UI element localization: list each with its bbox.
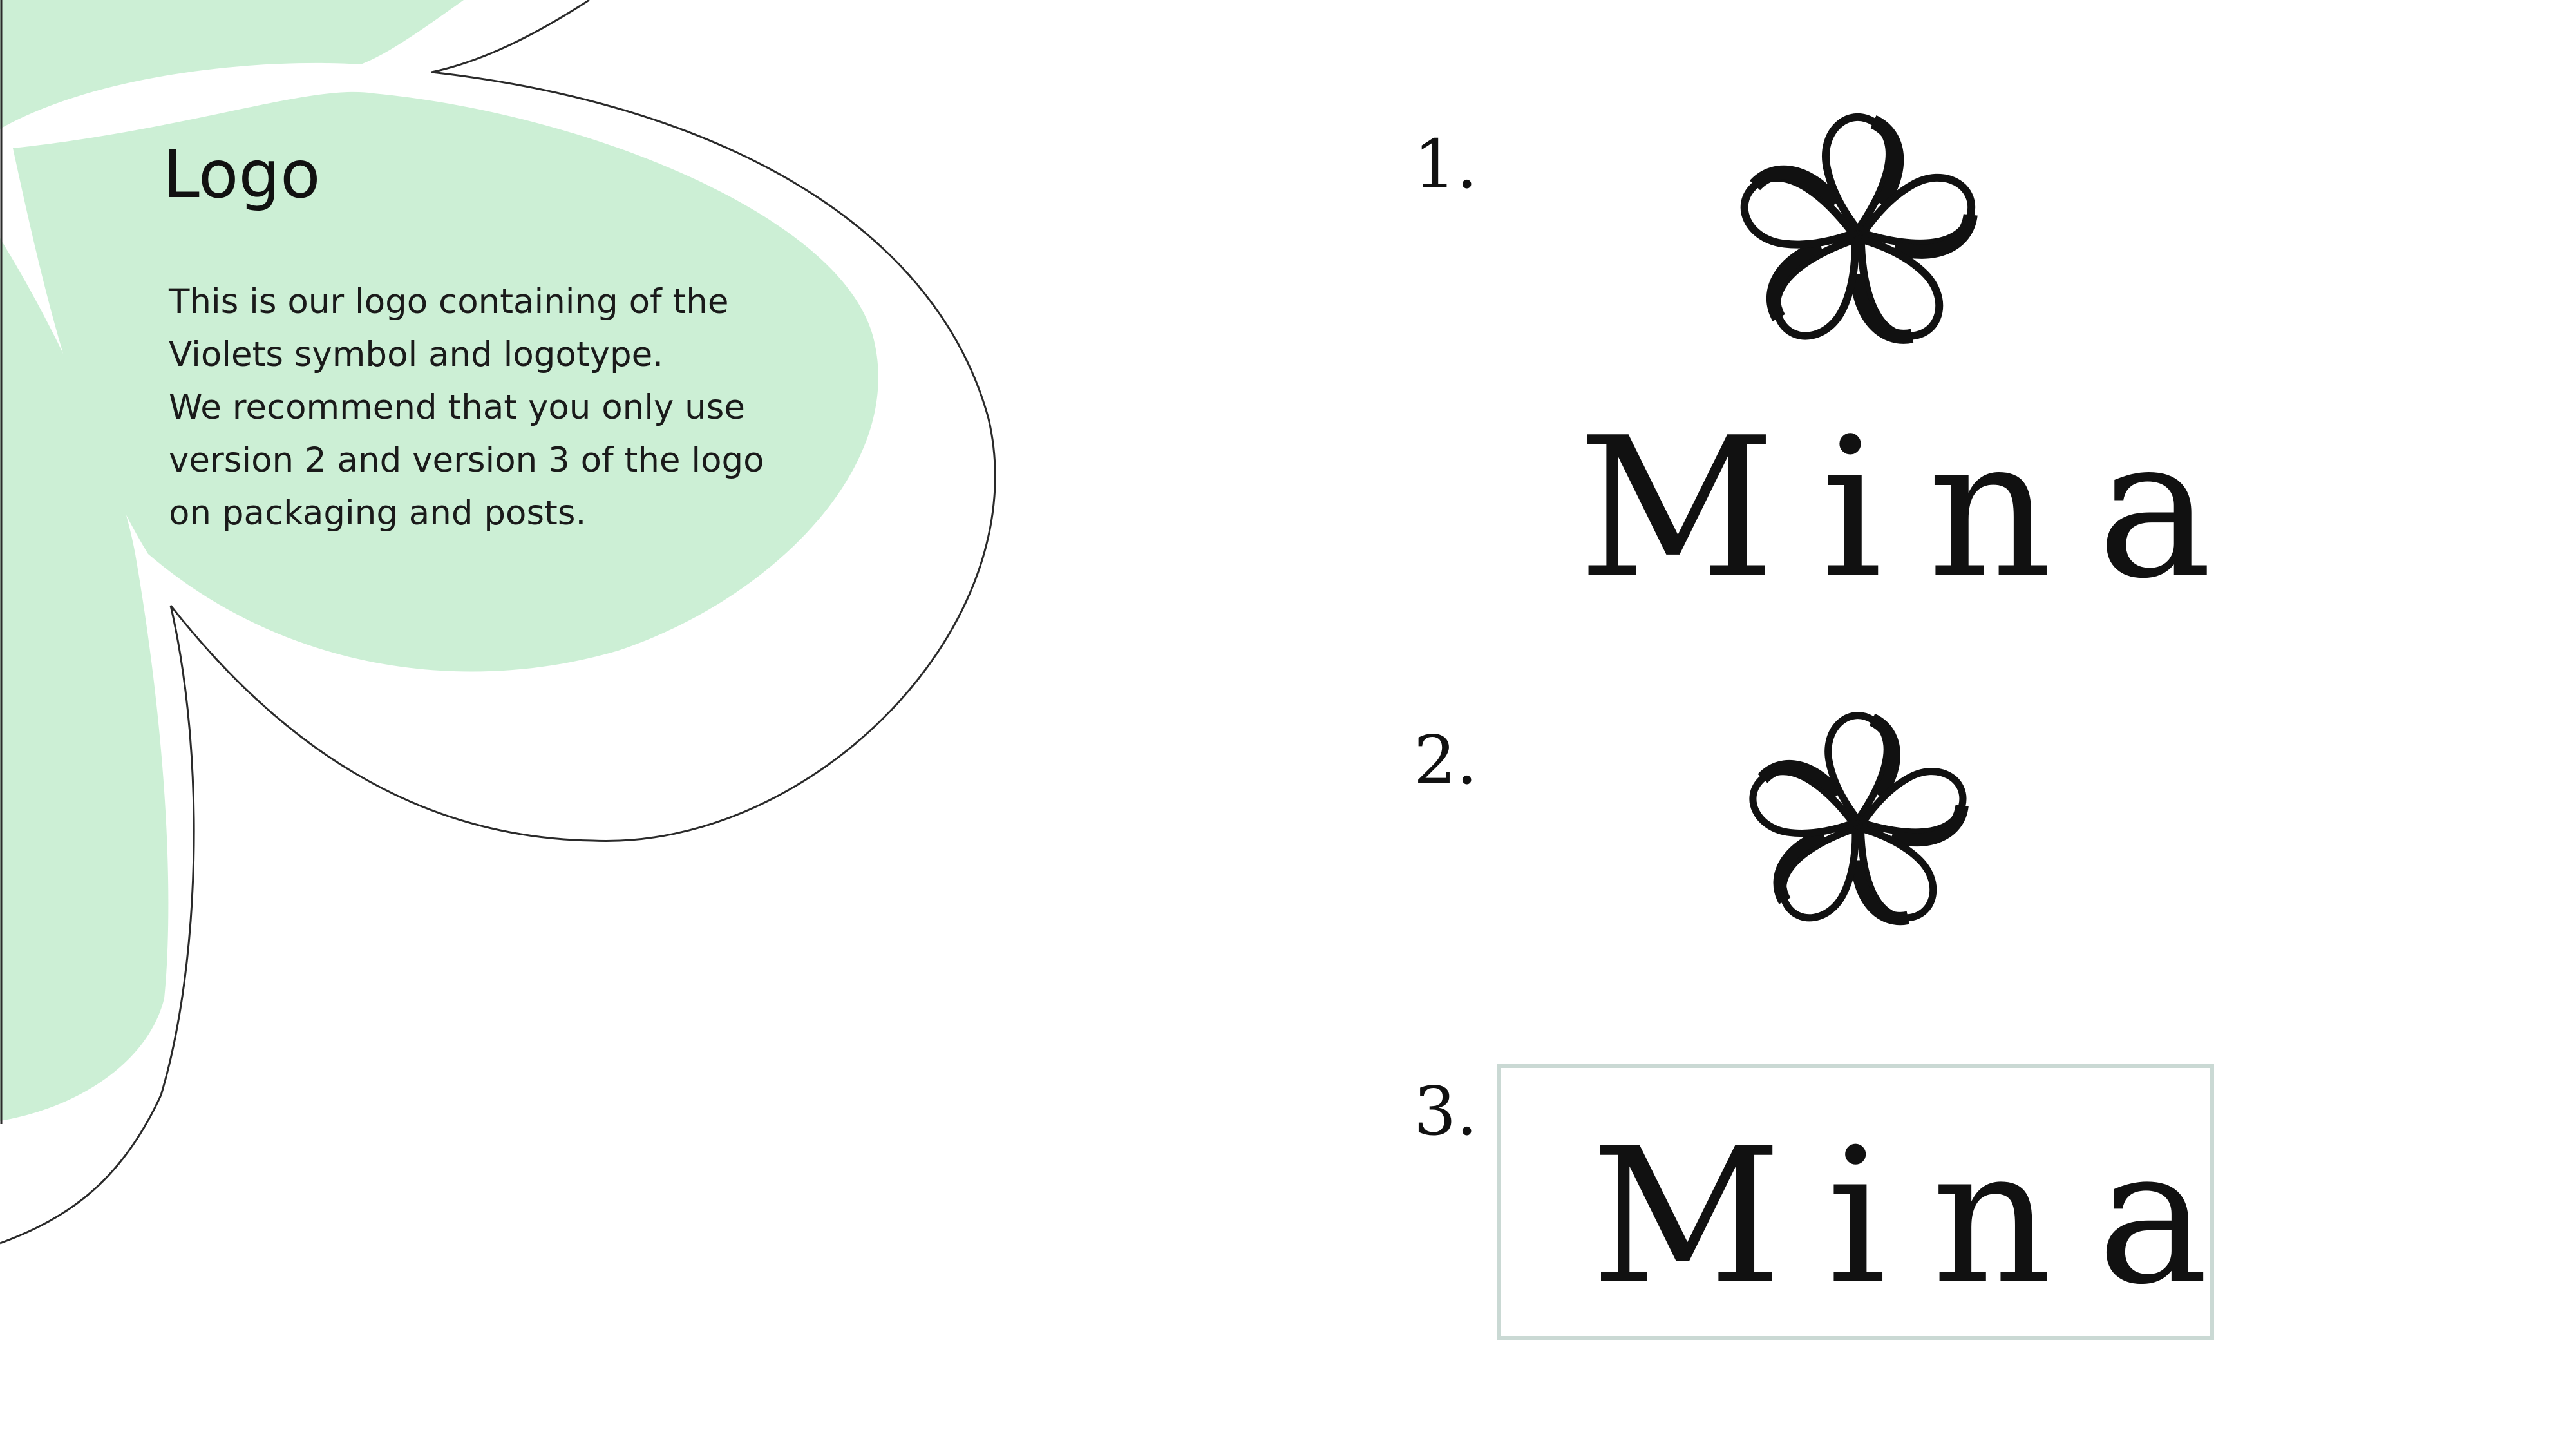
version-2-number: 2.	[1414, 721, 1478, 799]
description-line: version 2 and version 3 of the logo	[169, 441, 764, 480]
description-line: on packaging and posts.	[169, 493, 587, 533]
logotype-wordmark: Mina	[1578, 396, 2258, 621]
green-leaf-main	[13, 91, 878, 672]
green-leaf-top	[0, 0, 464, 129]
flower-icon	[1749, 712, 1969, 926]
description-line: We recommend that you only use	[169, 388, 745, 427]
version-3-number: 3.	[1414, 1072, 1478, 1150]
description-line: This is our logo containing of the	[169, 282, 729, 321]
logotype-wordmark: Mina	[1591, 1109, 2254, 1326]
logotype-frame	[1497, 1064, 2214, 1340]
leaf-outline	[0, 0, 996, 1245]
green-leaf-bottom	[0, 238, 169, 1121]
version-1-number: 1.	[1414, 125, 1478, 204]
page-title: Logo	[163, 137, 321, 213]
description-line: Violets symbol and logotype.	[169, 335, 664, 374]
flower-icon	[1740, 113, 1978, 344]
logo-description: This is our logo containing of the Viole…	[169, 276, 813, 540]
